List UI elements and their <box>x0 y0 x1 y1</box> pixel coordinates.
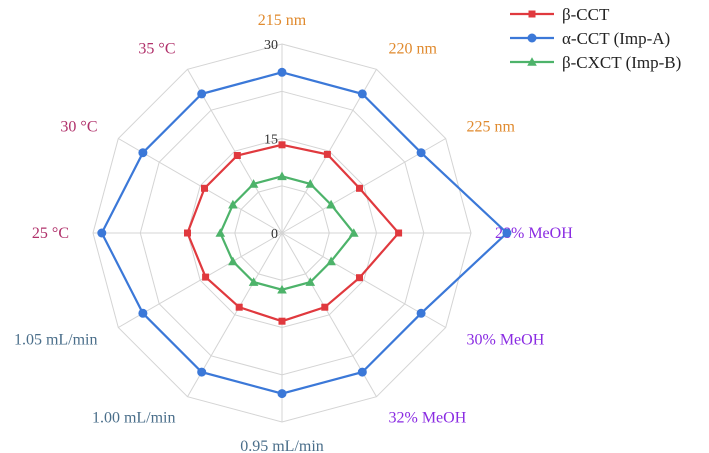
axis-label: 28% MeOH <box>495 225 573 242</box>
tick-label: 15 <box>264 133 278 148</box>
series-2 <box>97 67 512 399</box>
data-point <box>278 317 286 325</box>
series-3 <box>215 171 359 294</box>
data-point <box>233 152 241 159</box>
data-point <box>502 228 512 238</box>
legend: β-CCT α-CCT (Imp-A) β-CXCT (Imp-B) <box>510 5 681 72</box>
data-point <box>197 89 207 99</box>
data-point <box>349 228 359 237</box>
data-point <box>235 303 243 311</box>
legend-entry: β-CCT <box>510 5 610 24</box>
data-point <box>138 148 148 158</box>
legend-marker <box>527 57 537 66</box>
data-point <box>228 199 238 209</box>
axis-label: 215 nm <box>258 12 307 29</box>
data-point <box>356 274 363 282</box>
axis-label: 32% MeOH <box>389 410 467 427</box>
data-point <box>228 256 238 266</box>
axis-label: 0.95 mL/min <box>240 438 324 453</box>
data-series <box>97 67 512 399</box>
tick-label: 0 <box>271 227 278 242</box>
radar-spokes <box>93 44 471 422</box>
data-point <box>323 150 331 158</box>
data-point <box>357 367 367 377</box>
data-point <box>416 148 426 158</box>
axis-label: 25 °C <box>32 225 69 242</box>
data-point <box>277 284 287 294</box>
data-point <box>305 179 316 188</box>
data-point <box>278 141 286 149</box>
axis-label: 1.00 mL/min <box>92 410 176 427</box>
data-point <box>138 308 148 318</box>
axis-label: 35 °C <box>138 41 175 58</box>
axis-labels: 215 nm 220 nm 225 nm 28% MeOH 30% MeOH 32% Me… <box>14 12 573 453</box>
radial-tick-labels: 0 15 30 <box>264 38 278 242</box>
legend-marker <box>527 33 537 43</box>
data-point <box>321 303 329 311</box>
data-point <box>248 277 259 286</box>
data-point <box>184 229 191 237</box>
axis-label: 30 °C <box>60 119 97 136</box>
data-point <box>202 273 210 281</box>
axis-label: 225 nm <box>467 119 516 136</box>
data-point <box>356 184 363 192</box>
data-point <box>416 308 426 318</box>
data-point <box>277 171 287 181</box>
legend-label: α-CCT (Imp-A) <box>562 29 670 48</box>
data-point <box>201 184 208 192</box>
data-point <box>357 89 367 99</box>
axis-label: 1.05 mL/min <box>14 332 98 349</box>
legend-marker <box>528 10 536 18</box>
data-point <box>277 389 287 399</box>
axis-label: 220 nm <box>389 41 438 58</box>
data-point <box>326 199 336 209</box>
data-point <box>395 229 403 237</box>
data-point <box>215 228 226 237</box>
data-point <box>277 67 287 77</box>
data-point <box>97 228 107 238</box>
axis-label: 30% MeOH <box>467 332 545 349</box>
legend-label: β-CXCT (Imp-B) <box>562 53 681 72</box>
legend-entry: β-CXCT (Imp-B) <box>510 53 681 72</box>
data-point <box>248 179 259 188</box>
tick-label: 30 <box>264 38 278 53</box>
series-1 <box>184 141 403 325</box>
data-point <box>197 367 207 377</box>
legend-label: β-CCT <box>562 5 610 24</box>
legend-entry: α-CCT (Imp-A) <box>510 29 670 48</box>
data-point <box>326 256 336 266</box>
data-point <box>305 277 316 286</box>
